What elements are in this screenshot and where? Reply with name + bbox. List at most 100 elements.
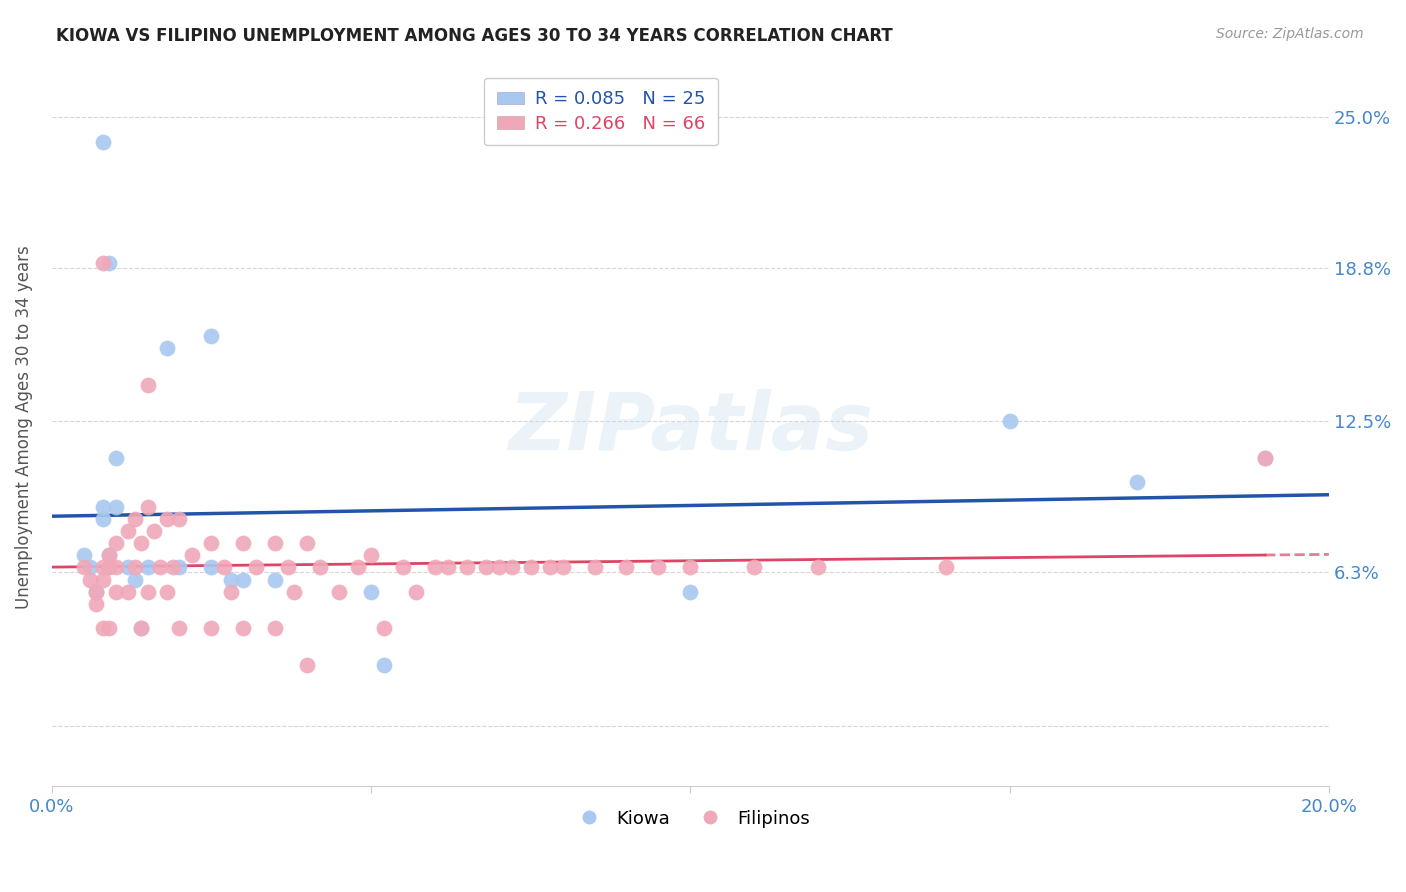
Point [129,536,152,550]
Point [104,450,127,465]
Point [679,584,702,599]
Point [91,621,114,635]
Point [1126,475,1149,490]
Point [742,560,765,574]
Point [98,549,121,563]
Point [423,560,446,574]
Point [117,584,139,599]
Point [245,560,267,574]
Point [73,560,96,574]
Point [91,512,114,526]
Point [436,560,458,574]
Point [181,549,204,563]
Point [136,584,159,599]
Point [86,597,108,611]
Point [169,512,191,526]
Point [124,560,146,574]
Point [501,560,523,574]
Point [583,560,606,574]
Point [219,584,242,599]
Text: KIOWA VS FILIPINO UNEMPLOYMENT AMONG AGES 30 TO 34 YEARS CORRELATION CHART: KIOWA VS FILIPINO UNEMPLOYMENT AMONG AGE… [56,27,893,45]
Point [807,560,830,574]
Point [232,573,254,587]
Point [475,560,498,574]
Point [519,560,541,574]
Point [551,560,574,574]
Point [309,560,332,574]
Point [647,560,669,574]
Point [149,560,172,574]
Point [129,621,152,635]
Point [1254,450,1277,465]
Y-axis label: Unemployment Among Ages 30 to 34 years: Unemployment Among Ages 30 to 34 years [15,245,32,609]
Point [117,560,139,574]
Point [295,657,318,672]
Point [277,560,299,574]
Point [405,584,427,599]
Point [679,560,702,574]
Point [392,560,415,574]
Point [73,549,96,563]
Point [79,573,101,587]
Point [347,560,370,574]
Point [283,584,305,599]
Point [488,560,510,574]
Point [169,621,191,635]
Point [79,560,101,574]
Point [129,621,152,635]
Point [86,584,108,599]
Point [104,500,127,514]
Point [219,573,242,587]
Point [232,621,254,635]
Point [373,621,395,635]
Point [295,536,318,550]
Point [98,560,121,574]
Point [264,621,287,635]
Point [91,500,114,514]
Point [98,560,121,574]
Point [212,560,235,574]
Legend: Kiowa, Filipinos: Kiowa, Filipinos [564,803,817,835]
Point [200,621,222,635]
Point [104,560,127,574]
Point [264,573,287,587]
Point [538,560,561,574]
Point [86,584,108,599]
Point [91,573,114,587]
Point [124,512,146,526]
Point [328,584,350,599]
Point [360,549,382,563]
Point [98,621,121,635]
Point [373,657,395,672]
Point [200,329,222,343]
Point [169,560,191,574]
Point [156,512,179,526]
Point [200,560,222,574]
Point [264,536,287,550]
Point [156,584,179,599]
Point [136,378,159,392]
Point [360,584,382,599]
Point [91,560,114,574]
Point [162,560,184,574]
Text: Source: ZipAtlas.com: Source: ZipAtlas.com [1216,27,1364,41]
Point [998,414,1021,428]
Point [616,560,638,574]
Point [935,560,957,574]
Point [156,342,179,356]
Point [1254,450,1277,465]
Point [98,549,121,563]
Point [142,524,165,538]
Text: ZIPatlas: ZIPatlas [508,389,873,467]
Point [91,135,114,149]
Point [200,536,222,550]
Point [232,536,254,550]
Point [136,500,159,514]
Point [117,524,139,538]
Point [91,256,114,270]
Point [104,536,127,550]
Point [104,584,127,599]
Point [136,560,159,574]
Point [456,560,478,574]
Point [124,573,146,587]
